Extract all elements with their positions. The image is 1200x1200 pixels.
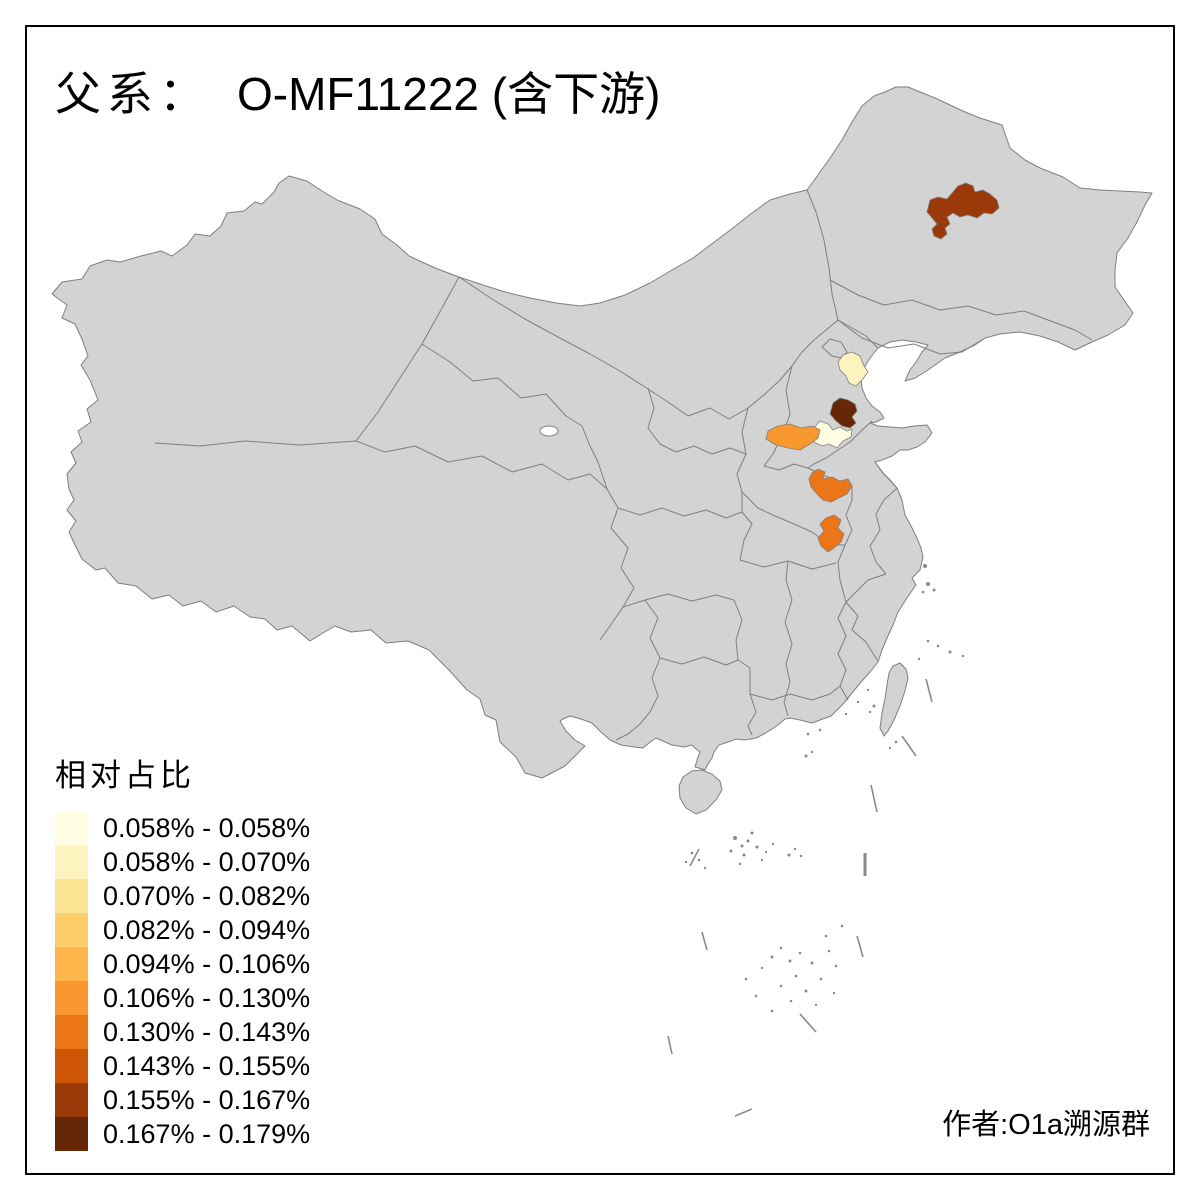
legend-label: 0.155% - 0.167%: [103, 1084, 311, 1115]
page-title: 父系： O-MF11222 (含下游): [55, 58, 660, 124]
hainan-island: [678, 769, 723, 815]
legend-row: 0.143% - 0.155%: [55, 1049, 310, 1083]
legend-label: 0.167% - 0.179%: [103, 1118, 311, 1149]
legend-title: 相对占比: [55, 758, 195, 793]
legend-label: 0.070% - 0.082%: [103, 880, 311, 911]
legend-swatch: [55, 981, 88, 1015]
region-northeast: [926, 182, 1000, 240]
legend-label: 0.130% - 0.143%: [103, 1016, 311, 1047]
region-bohai-west-dark: [829, 397, 858, 429]
region-tianjin-pale: [837, 351, 869, 387]
nine-dash-line: [667, 678, 933, 1117]
legend-row: 0.058% - 0.070%: [55, 845, 310, 879]
legend-row: 0.082% - 0.094%: [55, 913, 310, 947]
south-china-sea-islands: [684, 564, 965, 1013]
legend-swatch: [55, 913, 88, 947]
highlighted-regions: [765, 182, 1000, 553]
legend-swatch: [55, 879, 88, 913]
province-borders: [154, 189, 1093, 741]
china-mainland-outline: [51, 86, 1153, 779]
legend-label: 0.106% - 0.130%: [103, 982, 311, 1013]
qinghai-lake: [539, 425, 559, 437]
region-henan-south-orange: [817, 514, 845, 553]
legend-row: 0.070% - 0.082%: [55, 879, 310, 913]
legend: 相对占比 0.058% - 0.058% 0.058% - 0.070% 0.0…: [55, 750, 310, 1151]
taiwan-island: [879, 662, 909, 737]
legend-swatch: [55, 1049, 88, 1083]
legend-row: 0.094% - 0.106%: [55, 947, 310, 981]
legend-row: 0.058% - 0.058%: [55, 811, 310, 845]
legend-swatch: [55, 845, 88, 879]
title-prefix: 父系：: [55, 69, 211, 120]
legend-label: 0.143% - 0.155%: [103, 1050, 311, 1081]
region-west-orange: [765, 423, 821, 451]
legend-label: 0.058% - 0.058%: [103, 812, 311, 843]
region-henan-north-orange: [808, 468, 853, 503]
attribution: 作者:O1a溯源群: [942, 1109, 1150, 1141]
legend-row: 0.155% - 0.167%: [55, 1083, 310, 1117]
legend-row: 0.106% - 0.130%: [55, 981, 310, 1015]
title-haplogroup: O-MF11222 (含下游): [237, 68, 661, 120]
legend-swatch: [55, 947, 88, 981]
legend-row: 0.130% - 0.143%: [55, 1015, 310, 1049]
legend-label: 0.094% - 0.106%: [103, 948, 311, 979]
legend-swatch: [55, 1117, 88, 1151]
legend-swatch: [55, 1083, 88, 1117]
legend-swatch: [55, 811, 88, 845]
legend-label: 0.082% - 0.094%: [103, 914, 311, 945]
legend-row: 0.167% - 0.179%: [55, 1117, 310, 1151]
legend-swatch: [55, 1015, 88, 1049]
legend-label: 0.058% - 0.070%: [103, 846, 311, 877]
